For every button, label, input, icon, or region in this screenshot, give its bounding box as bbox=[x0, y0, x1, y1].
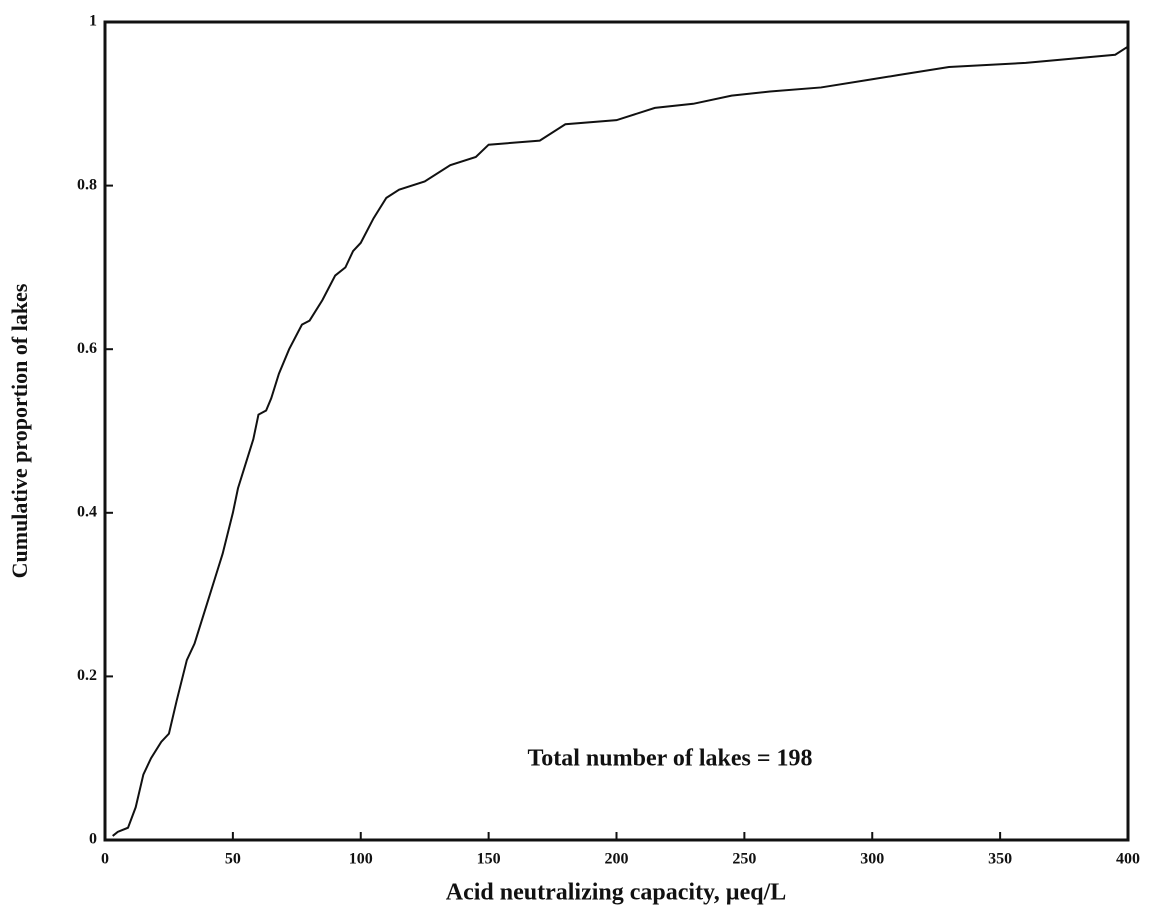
x-tick-label: 50 bbox=[225, 851, 241, 868]
x-tick-label: 150 bbox=[477, 851, 501, 868]
x-tick-label: 350 bbox=[988, 851, 1012, 868]
x-tick-label: 200 bbox=[605, 851, 629, 868]
annotation: Total number of lakes = 198 bbox=[527, 746, 812, 772]
x-tick-label: 400 bbox=[1116, 851, 1140, 868]
x-tick-label: 100 bbox=[349, 851, 373, 868]
y-tick-label: 0 bbox=[89, 831, 97, 848]
x-tick-label: 300 bbox=[860, 851, 884, 868]
x-axis-label: Acid neutralizing capacity, µeq/L bbox=[446, 880, 787, 906]
y-tick-label: 0.4 bbox=[77, 503, 97, 520]
y-tick-label: 0.2 bbox=[77, 667, 97, 684]
y-tick-label: 1 bbox=[89, 13, 97, 30]
plot-frame bbox=[103, 20, 1130, 842]
data-line bbox=[112, 45, 1129, 837]
x-tick-label: 0 bbox=[101, 851, 109, 868]
y-tick-label: 0.8 bbox=[77, 176, 97, 193]
x-tick-label: 250 bbox=[732, 851, 756, 868]
y-tick-label: 0.6 bbox=[77, 340, 97, 357]
y-axis-label: Cumulative proportion of lakes bbox=[7, 283, 32, 578]
